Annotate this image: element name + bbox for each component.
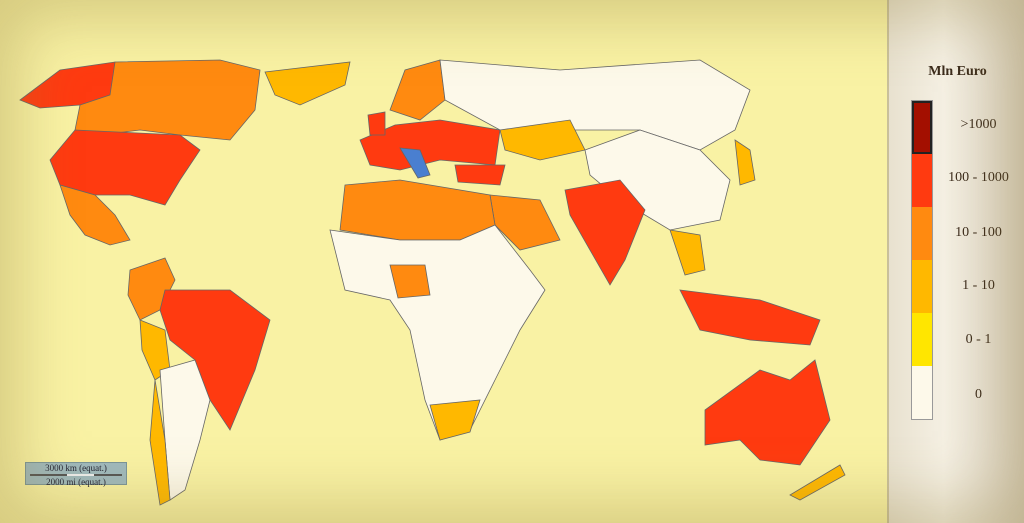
legend-label: 0 - 1 [965, 332, 992, 347]
legend: Mln Euro >1000 100 - 1000 10 - 100 1 - 1… [887, 0, 1024, 523]
region-italy [399, 147, 431, 179]
scale-mi-label: 2000 mi (equat.) [46, 477, 106, 487]
swatch-over-1000 [912, 101, 932, 154]
region-greenland [264, 61, 351, 106]
swatch-0-1 [912, 313, 932, 366]
swatch-100-1000 [912, 154, 932, 207]
region-brazil [159, 289, 271, 431]
region-new-zealand [789, 464, 846, 501]
region-kazakhstan [499, 119, 586, 161]
legend-label: 0 [975, 387, 982, 402]
region-africa [329, 224, 546, 441]
legend-label: 100 - 1000 [948, 170, 1009, 185]
region-india [564, 179, 646, 286]
region-indonesia [679, 289, 821, 346]
scale-line [30, 474, 122, 476]
region-se-asia [669, 229, 706, 276]
region-nigeria [389, 264, 431, 299]
region-scandinavia [389, 59, 446, 121]
swatch-1-10 [912, 260, 932, 313]
scale-bar: 3000 km (equat.) 2000 mi (equat.) [25, 462, 127, 487]
region-mexico [59, 184, 131, 246]
legend-label: >1000 [960, 117, 997, 132]
legend-color-bar [911, 100, 933, 420]
legend-title: Mln Euro [928, 64, 987, 79]
legend-label: 10 - 100 [955, 225, 1002, 240]
region-chile [149, 379, 171, 506]
region-uk [367, 111, 386, 136]
world-map [19, 59, 846, 506]
map-svg [19, 59, 846, 506]
region-canada [74, 59, 261, 141]
region-turkey [454, 164, 506, 186]
region-australia [704, 359, 831, 466]
swatch-10-100 [912, 207, 932, 260]
region-south-africa [429, 399, 481, 441]
legend-label: 1 - 10 [962, 278, 995, 293]
region-north-africa [339, 179, 496, 241]
region-japan [734, 139, 756, 186]
swatch-0 [912, 366, 932, 419]
region-usa [49, 129, 201, 206]
scale-km-label: 3000 km (equat.) [45, 463, 107, 473]
